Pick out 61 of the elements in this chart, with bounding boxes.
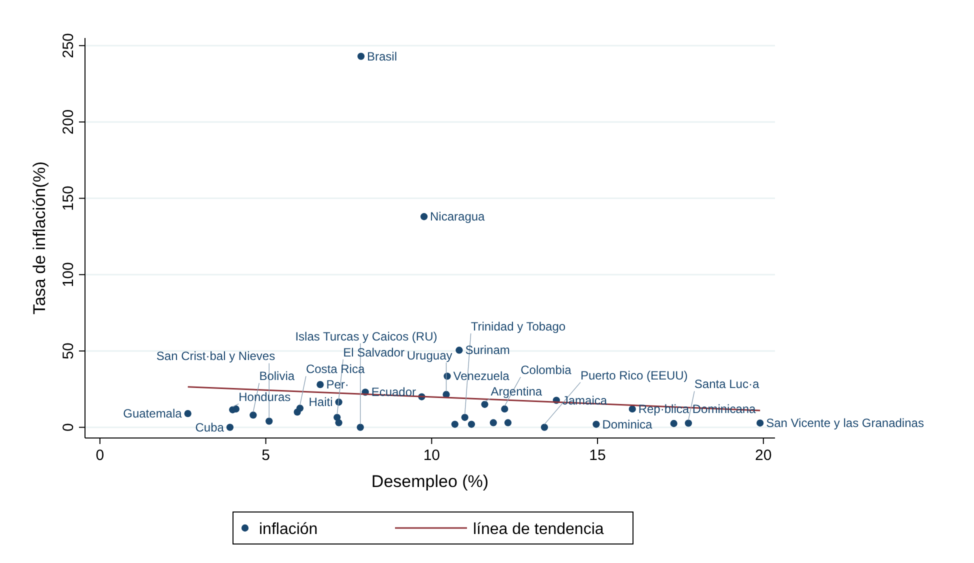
annotation: Santa Luc·a xyxy=(694,377,760,392)
annotation: Nicaragua xyxy=(430,210,486,224)
point xyxy=(504,419,512,426)
annotation: Argentina xyxy=(490,384,542,398)
annotation: Surinam xyxy=(465,343,510,358)
y-axis-title: Tasa de inflación(%) xyxy=(30,161,49,315)
annotation: Trinidad y Tobago xyxy=(470,319,566,334)
annotation: Dominica xyxy=(602,417,653,432)
point xyxy=(592,420,600,428)
annotation: Per· xyxy=(326,378,349,392)
point xyxy=(628,405,636,413)
annotation: El Salvador xyxy=(343,345,404,360)
point xyxy=(501,405,508,413)
point xyxy=(670,420,678,428)
annotation: Cuba xyxy=(195,420,224,434)
annotation: Venezuela xyxy=(453,369,510,384)
point xyxy=(335,419,342,426)
annotation: Brasil xyxy=(367,49,398,64)
y-tick-label: 150 xyxy=(60,186,77,211)
annotation: Bolivia xyxy=(259,369,295,384)
annotation: Honduras xyxy=(238,390,291,404)
y-tick-label: 250 xyxy=(60,33,77,58)
annotation: San Vicente y las Granadinas xyxy=(766,416,924,430)
point xyxy=(756,419,764,427)
legend-label: inflación xyxy=(259,521,318,538)
x-tick-label: 5 xyxy=(262,447,270,464)
point xyxy=(184,410,192,418)
point xyxy=(357,52,365,60)
x-axis-title: Desempleo (%) xyxy=(371,472,489,491)
y-tick-label: 100 xyxy=(60,262,77,288)
point xyxy=(294,408,301,416)
point xyxy=(540,424,548,431)
y-tick-label: 200 xyxy=(60,109,77,134)
point xyxy=(481,400,488,408)
annotation: Haiti xyxy=(308,395,333,410)
point xyxy=(226,424,234,431)
y-tick-label: 50 xyxy=(60,342,77,360)
point xyxy=(490,419,497,426)
annotation: San Crist·bal y Nieves xyxy=(156,349,276,364)
annotation: Islas Turcas y Caicos (RU) xyxy=(295,329,438,344)
x-tick-label: 0 xyxy=(96,447,104,464)
annotation: Colombia xyxy=(520,362,572,377)
x-tick-label: 10 xyxy=(423,447,440,464)
point xyxy=(266,418,273,425)
legend-label: línea de tendencia xyxy=(473,521,604,538)
point xyxy=(451,420,458,428)
annotation: Uruguay xyxy=(406,348,452,362)
point xyxy=(250,412,257,419)
point xyxy=(456,346,463,354)
annotation: Guatemala xyxy=(123,406,182,421)
point xyxy=(356,424,364,431)
x-tick-label: 15 xyxy=(589,447,606,464)
point xyxy=(468,420,476,428)
point xyxy=(420,213,428,220)
point xyxy=(461,414,468,421)
point xyxy=(684,420,692,427)
y-tick-label: 0 xyxy=(60,423,77,432)
annotation: Puerto Rico (EEUU) xyxy=(580,368,688,382)
x-tick-label: 20 xyxy=(755,447,772,464)
annotation: Costa Rica xyxy=(306,362,365,376)
point xyxy=(316,381,324,388)
